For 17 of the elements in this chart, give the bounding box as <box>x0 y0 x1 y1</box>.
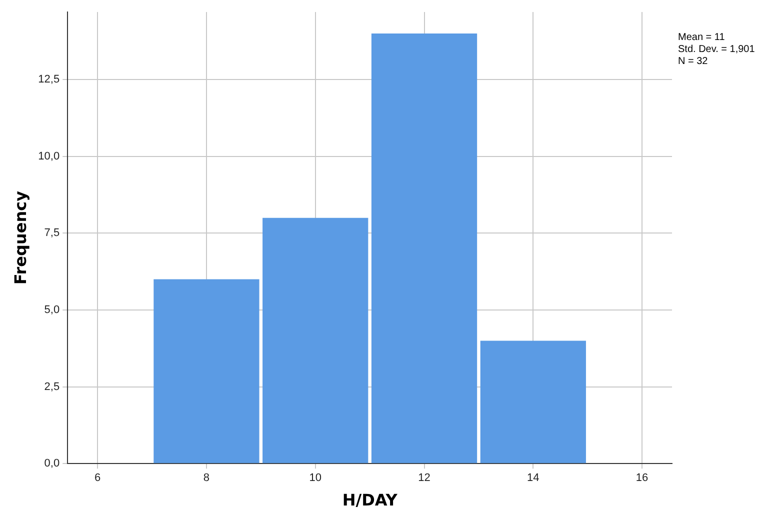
x-tick-label: 8 <box>203 472 210 484</box>
y-axis-title: Frequency <box>10 190 30 285</box>
y-tick-label: 7,5 <box>44 227 60 240</box>
text: N = 32 <box>678 56 709 68</box>
x-tick-label: 14 <box>527 472 540 484</box>
y-tick-label: 5,0 <box>44 304 60 316</box>
y-tick-label: 10,0 <box>38 150 60 162</box>
text: Mean = 11 <box>678 32 726 44</box>
y-tick-label: 0,0 <box>44 458 60 470</box>
x-tick-label: 12 <box>418 472 430 484</box>
x-tick-label: 10 <box>309 472 322 484</box>
y-tick-label: 12,5 <box>38 74 60 86</box>
y-tick-label: 2,5 <box>44 380 60 393</box>
text: Std. Dev. = 1,901 <box>678 44 755 56</box>
x-tick-label: 6 <box>94 472 101 484</box>
x-tick-label: 16 <box>636 472 648 484</box>
x-axis-title: H/DAY <box>342 490 398 510</box>
